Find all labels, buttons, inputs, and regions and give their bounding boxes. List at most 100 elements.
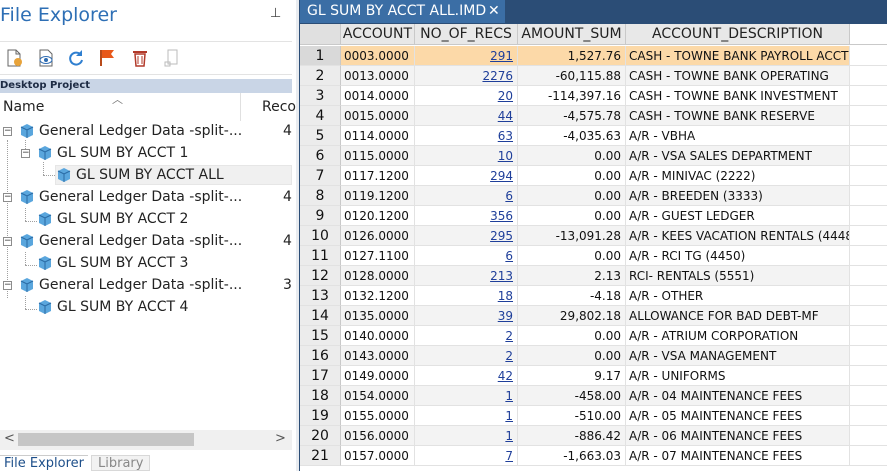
table-row[interactable]: 7 0117.1200 294 0.00 A/R - MINIVAC (2222): [300, 166, 887, 186]
record-count-link[interactable]: 44: [497, 109, 513, 123]
table-row[interactable]: 3 0014.0000 20 -114,397.16 CASH - TOWNE BANK…: [300, 86, 887, 106]
amount-sum-cell[interactable]: -4,035.63: [518, 126, 626, 146]
record-count-link[interactable]: 7: [505, 449, 513, 463]
table-row[interactable]: 15 0140.0000 2 0.00 A/R - ATRIUM CORPORATION: [300, 326, 887, 346]
account-cell[interactable]: 0014.0000: [341, 86, 415, 106]
account-description-cell[interactable]: A/R - 05 MAINTENANCE FEES: [626, 406, 850, 426]
account-cell[interactable]: 0128.0000: [341, 266, 415, 286]
table-row[interactable]: 12 0128.0000 213 2.13 RCI- RENTALS (5551): [300, 266, 887, 286]
account-description-cell[interactable]: A/R - RCI TG (4450): [626, 246, 850, 266]
record-count-link[interactable]: 63: [497, 129, 513, 143]
amount-sum-cell[interactable]: -4,575.78: [518, 106, 626, 126]
amount-sum-cell[interactable]: 0.00: [518, 166, 626, 186]
column-header-no-of-recs[interactable]: NO_OF_RECS: [415, 24, 518, 45]
account-description-cell[interactable]: A/R - 06 MAINTENANCE FEES: [626, 426, 850, 446]
no-of-recs-cell[interactable]: 2: [415, 346, 518, 366]
collapse-toggle-icon[interactable]: −: [3, 236, 12, 246]
record-count-link[interactable]: 6: [505, 249, 513, 263]
account-cell[interactable]: 0003.0000: [341, 46, 415, 66]
tab-file-explorer[interactable]: File Explorer: [0, 455, 89, 471]
record-count-link[interactable]: 20: [497, 89, 513, 103]
no-of-recs-cell[interactable]: 2: [415, 326, 518, 346]
account-cell[interactable]: 0135.0000: [341, 306, 415, 326]
table-row[interactable]: 10 0126.0000 295 -13,091.28 A/R - KEES VACAT…: [300, 226, 887, 246]
no-of-recs-cell[interactable]: 6: [415, 246, 518, 266]
amount-sum-cell[interactable]: -114,397.16: [518, 86, 626, 106]
pin-icon[interactable]: ⊥: [270, 6, 282, 21]
record-count-link[interactable]: 356: [490, 209, 513, 223]
record-count-link[interactable]: 1: [505, 409, 513, 423]
account-description-cell[interactable]: A/R - UNIFORMS: [626, 366, 850, 386]
column-name-header[interactable]: Name: [3, 99, 45, 115]
account-description-cell[interactable]: A/R - GUEST LEDGER: [626, 206, 850, 226]
account-cell[interactable]: 0149.0000: [341, 366, 415, 386]
refresh-icon[interactable]: [66, 48, 86, 68]
account-cell[interactable]: 0154.0000: [341, 386, 415, 406]
amount-sum-cell[interactable]: -4.18: [518, 286, 626, 306]
table-row[interactable]: 8 0119.1200 6 0.00 A/R - BREEDEN (3333): [300, 186, 887, 206]
no-of-recs-cell[interactable]: 291: [415, 46, 518, 66]
table-row[interactable]: 18 0154.0000 1 -458.00 A/R - 04 MAINTENANCE …: [300, 386, 887, 406]
record-count-link[interactable]: 2276: [482, 69, 513, 83]
record-count-link[interactable]: 291: [490, 49, 513, 63]
amount-sum-cell[interactable]: -60,115.88: [518, 66, 626, 86]
tree-table-item[interactable]: GL SUM BY ACCT 3: [37, 253, 188, 273]
account-description-cell[interactable]: CASH - TOWNE BANK RESERVE: [626, 106, 850, 126]
account-cell[interactable]: 0127.1100: [341, 246, 415, 266]
table-row[interactable]: 14 0135.0000 39 29,802.18 ALLOWANCE FOR BAD …: [300, 306, 887, 326]
no-of-recs-cell[interactable]: 1: [415, 386, 518, 406]
account-description-cell[interactable]: A/R - BREEDEN (3333): [626, 186, 850, 206]
amount-sum-cell[interactable]: -510.00: [518, 406, 626, 426]
account-description-cell[interactable]: ALLOWANCE FOR BAD DEBT-MF: [626, 306, 850, 326]
table-row[interactable]: 9 0120.1200 356 0.00 A/R - GUEST LEDGER: [300, 206, 887, 226]
column-divider[interactable]: [240, 93, 241, 121]
account-cell[interactable]: 0143.0000: [341, 346, 415, 366]
account-cell[interactable]: 0132.1200: [341, 286, 415, 306]
table-row[interactable]: 2 0013.0000 2276 -60,115.88 CASH - TOWNE BAN…: [300, 66, 887, 86]
tree-group-item[interactable]: General Ledger Data -split-...: [19, 275, 242, 295]
tree-table-item[interactable]: GL SUM BY ACCT 1: [37, 143, 188, 163]
record-count-link[interactable]: 294: [490, 169, 513, 183]
account-cell[interactable]: 0013.0000: [341, 66, 415, 86]
table-row[interactable]: 19 0155.0000 1 -510.00 A/R - 05 MAINTENANCE …: [300, 406, 887, 426]
account-cell[interactable]: 0119.1200: [341, 186, 415, 206]
amount-sum-cell[interactable]: -458.00: [518, 386, 626, 406]
no-of-recs-cell[interactable]: 18: [415, 286, 518, 306]
table-row[interactable]: 16 0143.0000 2 0.00 A/R - VSA MANAGEMENT: [300, 346, 887, 366]
no-of-recs-cell[interactable]: 1: [415, 426, 518, 446]
scrollbar-thumb[interactable]: [18, 433, 194, 446]
amount-sum-cell[interactable]: 0.00: [518, 326, 626, 346]
amount-sum-cell[interactable]: 0.00: [518, 186, 626, 206]
amount-sum-cell[interactable]: 9.17: [518, 366, 626, 386]
no-of-recs-cell[interactable]: 63: [415, 126, 518, 146]
tree-group-item[interactable]: General Ledger Data -split-...: [19, 121, 242, 141]
amount-sum-cell[interactable]: 0.00: [518, 206, 626, 226]
no-of-recs-cell[interactable]: 294: [415, 166, 518, 186]
view-icon[interactable]: [36, 48, 56, 68]
tree-table-item-selected[interactable]: GL SUM BY ACCT ALL: [55, 165, 292, 185]
no-of-recs-cell[interactable]: 295: [415, 226, 518, 246]
close-icon[interactable]: ✕: [488, 3, 500, 19]
account-cell[interactable]: 0157.0000: [341, 446, 415, 466]
no-of-recs-cell[interactable]: 1: [415, 406, 518, 426]
scroll-left-icon[interactable]: <: [4, 431, 15, 446]
no-of-recs-cell[interactable]: 20: [415, 86, 518, 106]
account-cell[interactable]: 0117.1200: [341, 166, 415, 186]
table-row[interactable]: 11 0127.1100 6 0.00 A/R - RCI TG (4450): [300, 246, 887, 266]
tree-table-item[interactable]: GL SUM BY ACCT 2: [37, 209, 188, 229]
record-count-link[interactable]: 2: [505, 329, 513, 343]
amount-sum-cell[interactable]: -886.42: [518, 426, 626, 446]
flag-icon[interactable]: [97, 48, 117, 68]
amount-sum-cell[interactable]: 0.00: [518, 146, 626, 166]
tree-table-item[interactable]: GL SUM BY ACCT 4: [37, 297, 188, 317]
no-of-recs-cell[interactable]: 42: [415, 366, 518, 386]
account-cell[interactable]: 0126.0000: [341, 226, 415, 246]
account-description-cell[interactable]: A/R - VSA SALES DEPARTMENT: [626, 146, 850, 166]
account-cell[interactable]: 0015.0000: [341, 106, 415, 126]
no-of-recs-cell[interactable]: 2276: [415, 66, 518, 86]
pane-splitter[interactable]: [296, 0, 299, 471]
amount-sum-cell[interactable]: -1,663.03: [518, 446, 626, 466]
account-cell[interactable]: 0115.0000: [341, 146, 415, 166]
account-description-cell[interactable]: A/R - KEES VACATION RENTALS (4448): [626, 226, 850, 246]
amount-sum-cell[interactable]: 29,802.18: [518, 306, 626, 326]
